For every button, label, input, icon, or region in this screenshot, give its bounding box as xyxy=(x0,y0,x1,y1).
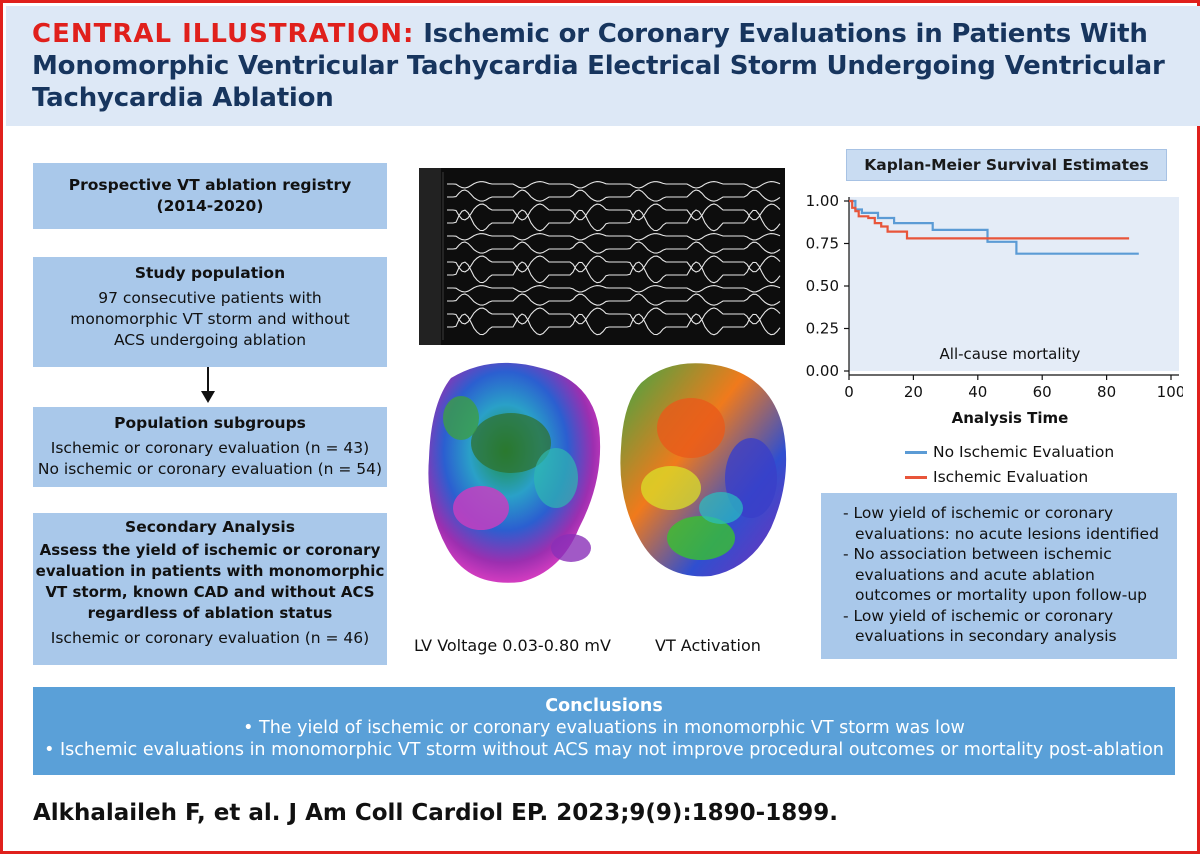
study-population-box: Study population 97 consecutive patients… xyxy=(33,257,387,367)
population-line1: 97 consecutive patients with xyxy=(98,289,322,307)
vt-activation-map-image xyxy=(620,363,787,577)
ecg-lead-trace xyxy=(447,307,781,325)
km-y-tick-label: 1.00 xyxy=(806,193,839,210)
ecg-lead-trace xyxy=(447,285,781,293)
ecg-lead-trace xyxy=(447,209,781,232)
subgroups-title: Population subgroups xyxy=(114,414,306,432)
voltage-caption: LV Voltage 0.03-0.80 mV xyxy=(414,636,611,655)
finding-2c: outcomes or mortality upon follow-up xyxy=(855,586,1147,604)
secondary-b3: VT storm, known CAD and without ACS xyxy=(45,583,375,601)
conclusions-box: Conclusions • The yield of ischemic or c… xyxy=(33,687,1175,775)
header-banner: CENTRAL ILLUSTRATION: Ischemic or Corona… xyxy=(6,6,1200,126)
km-y-tick-label: 0.25 xyxy=(806,320,839,338)
ecg-tracing xyxy=(419,168,781,345)
legend-swatch-blue xyxy=(905,451,927,454)
ecg-lead-trace xyxy=(447,241,781,254)
arrow-down-icon xyxy=(201,391,215,403)
finding-3: - Low yield of ischemic or coronary evalu… xyxy=(833,606,1165,647)
registry-line1: Prospective VT ablation registry xyxy=(68,176,352,194)
finding-2b: evaluations and acute ablation xyxy=(855,565,1095,584)
legend-no-ischemic: No Ischemic Evaluation xyxy=(905,443,1114,461)
ecg-lead-trace xyxy=(447,233,781,241)
secondary-b1: Assess the yield of ischemic or coronary xyxy=(39,541,381,559)
km-x-axis-label: Analysis Time xyxy=(952,409,1069,427)
finding-3b: evaluations in secondary analysis xyxy=(855,627,1117,645)
km-x-tick-label: 80 xyxy=(1097,383,1116,401)
conclusion-1: • The yield of ischemic or coronary eval… xyxy=(243,718,965,738)
finding-2a: - No association between ischemic xyxy=(843,545,1112,563)
page-title: CENTRAL ILLUSTRATION: Ischemic or Corona… xyxy=(32,18,1174,114)
subgroups-line1: Ischemic or coronary evaluation (n = 43) xyxy=(50,439,370,457)
km-x-tick-label: 100 xyxy=(1157,383,1183,401)
secondary-b4: regardless of ablation status xyxy=(87,604,333,622)
finding-1b: evaluations: no acute lesions identified xyxy=(855,524,1159,543)
title-text: Ischemic or Coronary Evaluations in Pati… xyxy=(32,19,1165,113)
subgroups-line2: No ischemic or coronary evaluation (n = … xyxy=(37,460,383,478)
key-findings-box: - Low yield of ischemic or coronary evalu… xyxy=(821,493,1177,659)
ecg-lead-trace xyxy=(447,189,781,202)
ecg-lead-trace xyxy=(447,203,781,221)
km-x-tick-label: 20 xyxy=(904,383,923,401)
ecg-lead-trace xyxy=(447,261,781,284)
finding-1: - Low yield of ischemic or coronary evalu… xyxy=(833,503,1165,544)
activation-caption: VT Activation xyxy=(655,636,761,655)
secondary-line: Ischemic or coronary evaluation (n = 46) xyxy=(50,629,370,647)
conclusion-2: • Ischemic evaluations in monomorphic VT… xyxy=(44,740,1164,760)
km-x-tick-label: 40 xyxy=(968,383,987,401)
ecg-lead-trace xyxy=(447,255,781,273)
ecg-lead-trace xyxy=(447,181,781,189)
km-survival-chart: 0.00 0.25 0.50 0.75 1.00 0 20 40 60 80 100 All-cau… xyxy=(806,193,1183,427)
registry-box: Prospective VT ablation registry (2014-2… xyxy=(33,163,387,229)
conclusions-title: Conclusions xyxy=(545,696,663,716)
secondary-b2: evaluation in patients with monomorphic xyxy=(35,562,385,580)
population-title: Study population xyxy=(134,264,286,282)
secondary-analysis-box: Secondary Analysis Assess the yield of i… xyxy=(33,513,387,665)
ecg-lead-trace xyxy=(447,313,781,336)
legend-ischemic-label: Ischemic Evaluation xyxy=(933,468,1089,486)
finding-3a: - Low yield of ischemic or coronary xyxy=(843,606,1114,625)
km-y-tick-label: 0.00 xyxy=(806,362,839,380)
km-y-tick-label: 0.50 xyxy=(806,277,839,295)
km-chart-title: Kaplan-Meier Survival Estimates xyxy=(846,149,1167,181)
finding-1a: - Low yield of ischemic or coronary xyxy=(843,504,1114,522)
km-series-line xyxy=(849,199,1130,240)
finding-2: - No association between ischemic evaluat… xyxy=(833,544,1165,606)
legend-no-ischemic-label: No Ischemic Evaluation xyxy=(933,443,1115,461)
subgroups-box: Population subgroups Ischemic or coronar… xyxy=(33,407,387,487)
title-lead: CENTRAL ILLUSTRATION: xyxy=(32,19,415,49)
km-series-line xyxy=(849,199,1139,255)
secondary-title: Secondary Analysis xyxy=(125,518,295,536)
km-annotation: All-cause mortality xyxy=(940,345,1081,363)
km-plot-area xyxy=(849,197,1179,371)
km-y-tick-label: 0.75 xyxy=(806,235,839,253)
legend-swatch-red xyxy=(905,476,927,479)
citation: Alkhalaileh F, et al. J Am Coll Cardiol … xyxy=(33,800,838,826)
legend-ischemic: Ischemic Evaluation xyxy=(905,468,1088,486)
population-line3: ACS undergoing ablation xyxy=(113,331,307,349)
km-x-tick-label: 0 xyxy=(844,383,854,401)
ecg-lead-trace xyxy=(447,293,781,306)
registry-line2: (2014-2020) xyxy=(156,197,264,215)
ecg-image xyxy=(419,168,785,345)
lv-voltage-map-image xyxy=(428,362,601,583)
flow-arrow-shaft xyxy=(207,367,209,393)
km-x-tick-label: 60 xyxy=(1033,383,1052,401)
population-line2: monomorphic VT storm and without xyxy=(70,310,350,328)
